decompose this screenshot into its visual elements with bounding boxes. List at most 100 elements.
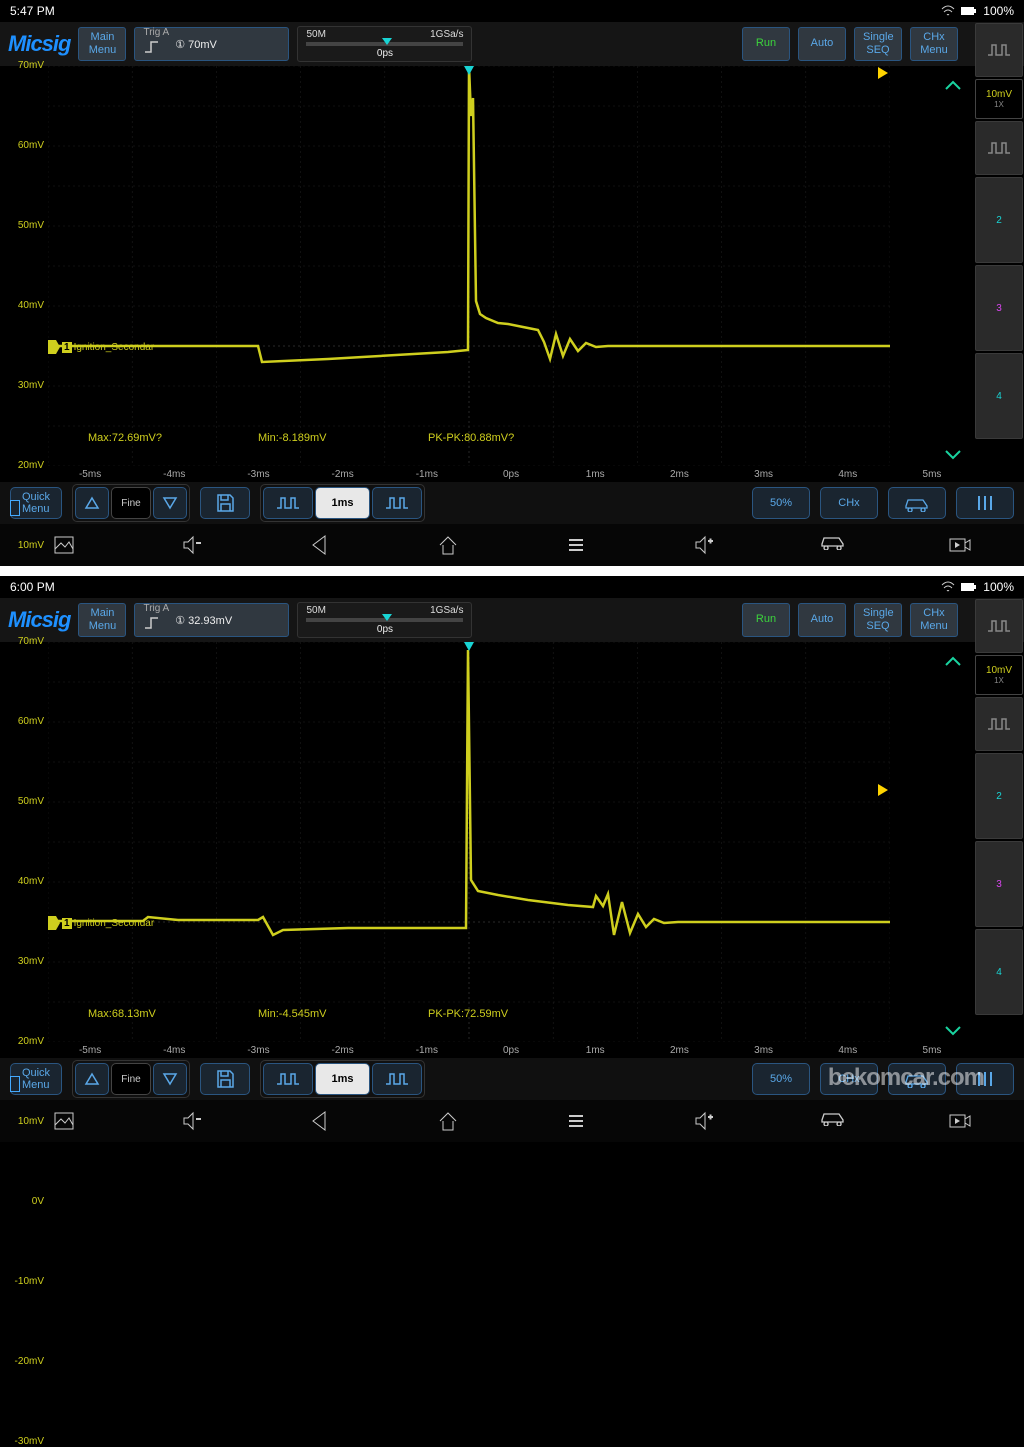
status-right: 100% [941,580,1014,594]
gallery-icon[interactable] [51,532,77,558]
meas-max: Max:68.13mV [88,1008,157,1020]
ch1-scale-button[interactable]: 10mV1X [975,79,1023,119]
car-settings-icon[interactable] [819,1108,845,1134]
channel-2-button[interactable]: 2 [975,177,1023,263]
channel-3-button[interactable]: 3 [975,841,1023,927]
timebase-zoomin-button[interactable] [372,487,422,519]
meas-max: Max:72.69mV? [88,432,162,444]
scroll-down-icon[interactable] [934,448,972,462]
channel-2-button[interactable]: 2 [975,753,1023,839]
wave-type-b-button[interactable] [975,121,1023,175]
home-icon[interactable] [435,532,461,558]
status-right: 100% [941,4,1014,18]
save-button[interactable] [200,487,250,519]
timebase-control[interactable]: 50M 1GSa/s 0ps [297,602,472,638]
chx-menu-button[interactable]: CHx Menu [910,27,958,61]
trigger-settings[interactable]: Trig A ① 32.93mV [134,603,289,637]
channel-3-button[interactable]: 3 [975,265,1023,351]
logo: Micsig [8,607,70,633]
auto-button[interactable]: Auto [798,27,846,61]
50pct-button[interactable]: 50% [752,487,810,519]
timebase-control[interactable]: 50M1GSa/s 0ps [297,26,472,62]
back-icon[interactable] [307,1108,333,1134]
x-axis: -5ms-4ms-3ms-2ms-1ms0ps1ms2ms3ms4ms5ms [0,466,974,482]
battery-status-icon [961,582,977,592]
bottom-toolbar: Quick Menu Fine 1ms 50% CHx [0,482,1024,524]
timebase-zoomin-button[interactable] [372,1063,422,1095]
car-diag-button[interactable] [888,1063,946,1095]
timebase-zoomout-button[interactable] [263,1063,313,1095]
trigger-value: ① 32.93mV [175,614,232,627]
android-nav-bar [0,1100,1024,1142]
oscilloscope-panel-0: 5:47 PM 100% Micsig Main Menu Trig A ① 7… [0,0,1024,566]
channel-4-button[interactable]: 4 [975,929,1023,1015]
chx-button[interactable]: CHx [820,487,878,519]
sample-rate: 1GSa/s [430,605,463,616]
timebase-position-icon [382,614,392,621]
top-toolbar: Micsig Main Menu Trig A ① 32.93mV 50M 1GS… [0,598,1024,642]
channel-4-button[interactable]: 4 [975,353,1023,439]
record-video-icon[interactable] [947,1108,973,1134]
trigger-value: ① 70mV [175,38,217,51]
trigger-label: Trig A [143,27,169,38]
home-icon[interactable] [435,1108,461,1134]
timebase-zoomout-button[interactable] [263,487,313,519]
waveform-area: 70mV60mV50mV40mV30mV20mV10mV0V-10mV-20mV… [0,66,974,466]
back-icon[interactable] [307,532,333,558]
scale-up-button[interactable] [75,487,109,519]
volume-up-icon[interactable] [691,532,717,558]
menu-icon[interactable] [563,532,589,558]
main-menu-button[interactable]: Main Menu [78,27,126,61]
scale-down-button[interactable] [153,1063,187,1095]
timebase-offset: 0ps [306,624,463,635]
trigger-edge-icon [143,38,169,61]
measure-bars-button[interactable] [956,1063,1014,1095]
save-button[interactable] [200,1063,250,1095]
trigger-settings[interactable]: Trig A ① 70mV [134,27,289,61]
run-button[interactable]: Run [742,27,790,61]
50pct-button[interactable]: 50% [752,1063,810,1095]
car-diag-button[interactable] [888,487,946,519]
car-settings-icon[interactable] [819,532,845,558]
status-time: 5:47 PM [10,4,55,18]
channel-marker: 1 Ignition_Secondar [48,340,154,354]
single-seq-button[interactable]: Single SEQ [854,603,902,637]
status-time: 6:00 PM [10,580,55,594]
graph-canvas[interactable]: Max:72.69mV? Min:-8.189mV PK-PK:80.88mV?… [48,66,974,466]
bottom-toolbar: Quick Menu Fine 1ms 50% CHx [0,1058,1024,1100]
wifi-icon [941,581,955,593]
battery-percent: 100% [983,4,1014,18]
ch1-scale-button[interactable]: 10mV1X [975,655,1023,695]
timebase-offset: 0ps [306,48,463,59]
volume-down-icon[interactable] [179,532,205,558]
scroll-down-icon[interactable] [934,1024,972,1038]
timebase-value[interactable]: 1ms [315,487,370,519]
fine-button[interactable]: Fine [111,487,151,519]
record-video-icon[interactable] [947,532,973,558]
menu-icon[interactable] [563,1108,589,1134]
volume-down-icon[interactable] [179,1108,205,1134]
scale-down-button[interactable] [153,487,187,519]
graph-canvas[interactable]: Max:68.13mV Min:-4.545mV PK-PK:72.59mV 1… [48,642,974,1042]
main-menu-button[interactable]: Main Menu [78,603,126,637]
meas-min: Min:-4.545mV [258,1008,327,1020]
chx-button[interactable]: CHx [820,1063,878,1095]
volume-up-icon[interactable] [691,1108,717,1134]
run-button[interactable]: Run [742,603,790,637]
wave-type-a-button[interactable] [975,599,1023,653]
channel-marker: 1 Ignition_Secondar [48,916,154,930]
meas-pkpk: PK-PK:80.88mV? [428,432,514,444]
scale-up-button[interactable] [75,1063,109,1095]
wave-type-a-button[interactable] [975,23,1023,77]
fine-button[interactable]: Fine [111,1063,151,1095]
chx-menu-button[interactable]: CHx Menu [910,603,958,637]
gallery-icon[interactable] [51,1108,77,1134]
auto-button[interactable]: Auto [798,603,846,637]
wave-type-b-button[interactable] [975,697,1023,751]
single-seq-button[interactable]: Single SEQ [854,27,902,61]
timebase-value[interactable]: 1ms [315,1063,370,1095]
measure-bars-button[interactable] [956,487,1014,519]
memory-depth: 50M [306,29,325,40]
timebase-position-icon [382,38,392,45]
memory-depth: 50M [306,605,325,616]
